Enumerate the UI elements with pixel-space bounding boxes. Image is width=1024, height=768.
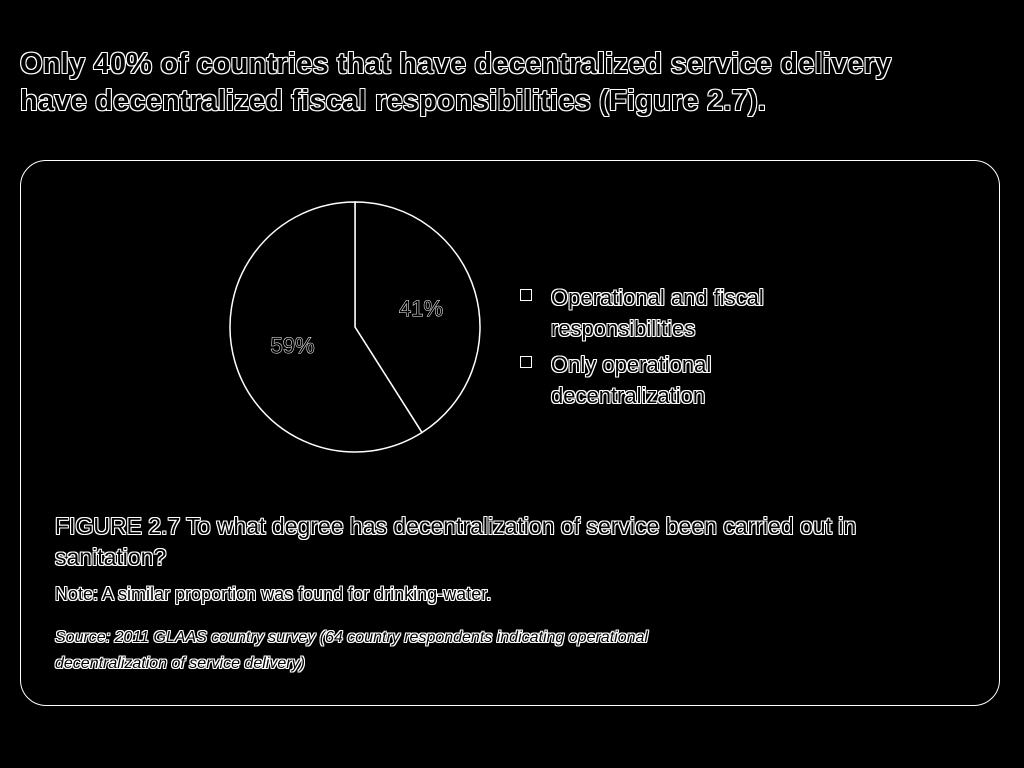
figure-caption-text: To what degree has decentralization of s… bbox=[55, 513, 857, 570]
figure-source: Source: 2011 GLAAS country survey (64 co… bbox=[55, 625, 875, 677]
headline-line-2: have decentralized fiscal responsibiliti… bbox=[20, 85, 767, 117]
chart-legend: Operational and fiscal responsibilities … bbox=[518, 282, 818, 416]
headline-line-1: Only 40% of countries that have decentra… bbox=[20, 48, 892, 80]
legend-label-line-2: decentralization bbox=[551, 383, 706, 408]
legend-label-line-2: responsibilities bbox=[551, 316, 696, 341]
slide-headline: Only 40% of countries that have decentra… bbox=[20, 46, 1000, 120]
source-line-2: decentralization of service delivery) bbox=[55, 655, 305, 672]
legend-label-line-1: Operational and fiscal bbox=[551, 285, 764, 310]
legend-swatch-only-operational bbox=[520, 356, 532, 368]
legend-label-line-1: Only operational bbox=[551, 352, 712, 377]
figure-panel bbox=[20, 160, 1000, 706]
legend-item-operational-and-fiscal: Operational and fiscal responsibilities bbox=[518, 282, 818, 344]
legend-item-only-operational: Only operational decentralization bbox=[518, 349, 818, 411]
figure-caption: FIGURE 2.7 To what degree has decentrali… bbox=[55, 511, 955, 573]
figure-label: FIGURE 2.7 bbox=[55, 513, 181, 539]
figure-note: Note: A similar proportion was found for… bbox=[55, 584, 492, 604]
pie-slice-only-operational bbox=[229, 201, 424, 453]
source-line-1: Source: 2011 GLAAS country survey (64 co… bbox=[55, 629, 648, 646]
pie-label-operational-and-fiscal: 41% bbox=[399, 296, 443, 321]
legend-swatch-operational-and-fiscal bbox=[520, 289, 532, 301]
pie-label-only-operational: 59% bbox=[271, 333, 315, 358]
